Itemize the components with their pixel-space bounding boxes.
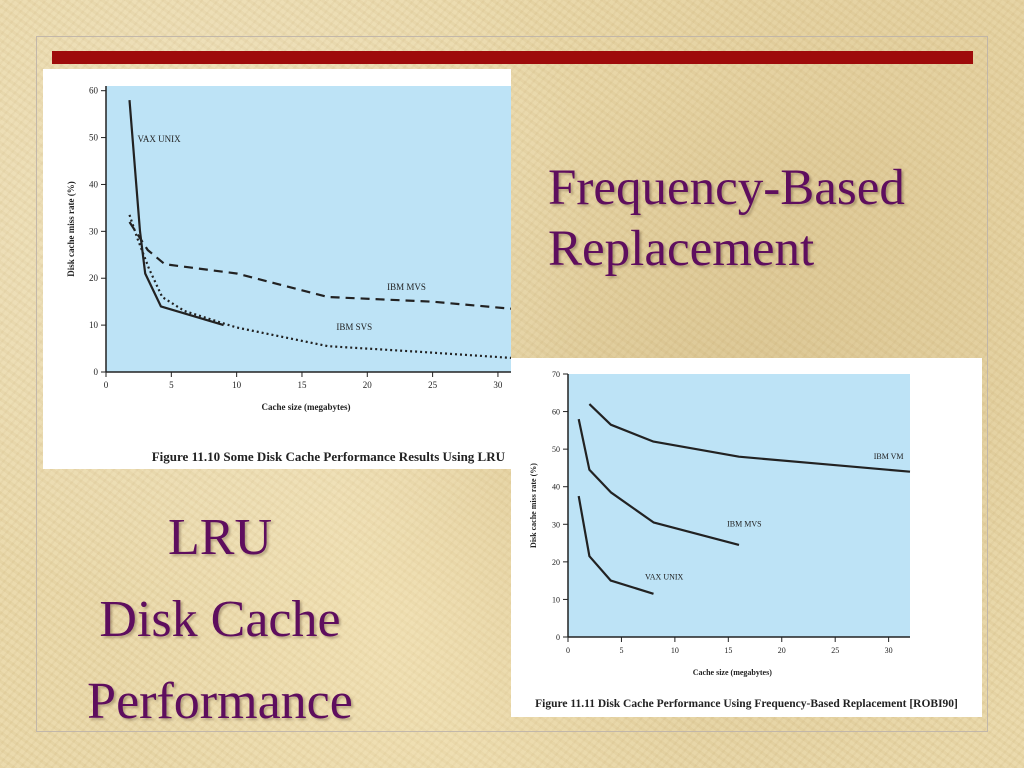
series-label: VAX UNIX [138, 134, 182, 144]
y-tick-label: 20 [552, 558, 560, 567]
series-line [128, 214, 511, 359]
x-tick-label: 0 [566, 646, 570, 655]
y-tick-label: 10 [89, 320, 99, 330]
x-axis-label: Cache size (megabytes) [693, 668, 772, 677]
lru-figure: 0 10 20 30 40 50 60 0 5 10 15 20 25 30 Cache size (meg… [43, 69, 511, 469]
y-tick-label: 60 [552, 408, 560, 417]
series-label: IBM VM [874, 452, 904, 461]
x-tick-label: 5 [619, 646, 623, 655]
accent-bar [52, 51, 973, 64]
series-line [128, 100, 224, 327]
x-tick-label: 15 [297, 380, 307, 390]
y-tick-label: 60 [89, 86, 99, 96]
slide-title-line: Replacement [548, 221, 815, 277]
y-tick-label: 40 [552, 483, 560, 492]
y-tick-label: 30 [89, 226, 99, 236]
frequency-chart: 0 10 20 30 40 50 60 70 0 5 10 15 20 25 30 Cache size (m… [529, 370, 911, 677]
frequency-figure-caption: Figure 11.11 Disk Cache Performance Usin… [535, 698, 958, 710]
x-tick-label: 20 [363, 380, 373, 390]
slide-title: Frequency-Based Replacement [548, 158, 988, 280]
y-tick-label: 50 [89, 133, 99, 143]
slide-title-line: Frequency-Based [548, 160, 905, 216]
x-tick-label: 10 [232, 380, 242, 390]
y-axis-label: Disk cache miss rate (%) [66, 181, 76, 276]
y-tick-label: 20 [89, 273, 99, 283]
x-tick-label: 25 [428, 380, 438, 390]
slide-subtitle-line: Performance [87, 673, 353, 730]
y-tick-label: 0 [556, 633, 560, 642]
slide-frame [36, 36, 988, 732]
lru-figure-caption: Figure 11.10 Some Disk Cache Performance… [151, 449, 505, 464]
x-tick-label: 10 [671, 646, 679, 655]
plot-area [106, 86, 511, 372]
slide-subtitle-line: LRU [168, 509, 272, 566]
x-tick-label: 25 [831, 646, 839, 655]
slide-subtitle-line: Disk Cache [99, 591, 341, 648]
slide-subtitle: LRU Disk Cache Performance [40, 497, 400, 743]
y-tick-label: 70 [552, 370, 560, 379]
x-tick-label: 20 [778, 646, 786, 655]
y-tick-label: 0 [94, 367, 99, 377]
y-tick-label: 10 [552, 595, 560, 604]
frequency-figure: 0 10 20 30 40 50 60 70 0 5 10 15 20 25 30 Cache size (m… [511, 358, 982, 717]
series-line [577, 418, 740, 546]
y-tick-label: 30 [552, 520, 560, 529]
y-axis-label: Disk cache miss rate (%) [529, 463, 538, 548]
y-tick-label: 50 [552, 445, 560, 454]
series-label: VAX UNIX [645, 572, 684, 581]
x-tick-label: 15 [724, 646, 732, 655]
series-label: IBM MVS [727, 520, 761, 529]
x-tick-label: 30 [885, 646, 893, 655]
series-line [128, 221, 511, 310]
series-label: IBM MVS [387, 282, 426, 292]
x-axis-label: Cache size (megabytes) [261, 402, 350, 412]
plot-area [568, 374, 910, 637]
x-tick-label: 30 [493, 380, 503, 390]
series-line [588, 403, 911, 473]
lru-chart: 0 10 20 30 40 50 60 0 5 10 15 20 25 30 Cache size (meg… [66, 86, 511, 412]
y-tick-label: 40 [89, 179, 99, 189]
x-tick-label: 0 [104, 380, 109, 390]
x-tick-label: 5 [169, 380, 174, 390]
series-line [577, 495, 654, 595]
series-label: IBM SVS [336, 322, 372, 332]
